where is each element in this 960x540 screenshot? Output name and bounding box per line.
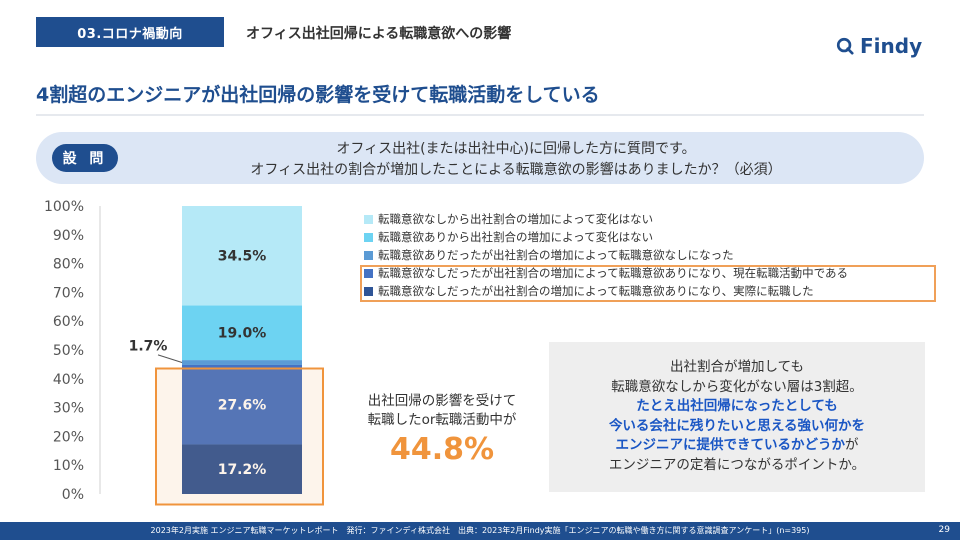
insight-line: 出社割合が増加しても — [670, 359, 804, 375]
y-tick-label: 60% — [53, 314, 84, 330]
highlight-box — [155, 367, 324, 506]
bar-data-label: 17.2% — [218, 462, 267, 478]
y-axis: 0% 10% 20% 30% 40% 50% 60% 70% 80% 90% 100% — [44, 199, 101, 503]
legend-swatch — [364, 269, 373, 278]
page-number: 29 — [938, 525, 950, 535]
section-tag: 03.コロナ禍動向 — [36, 17, 224, 47]
insight-line: エンジニアに提供できているかどうかが — [549, 436, 925, 456]
legend-item: 転職意欲なしだったが出社割合の増加によって転職意欲ありになり、現在転職活動中であ… — [364, 264, 848, 282]
y-tick-label: 30% — [53, 401, 84, 417]
bar-segment — [182, 360, 302, 365]
legend-swatch — [364, 233, 373, 242]
insight-emphasis: エンジニアに提供できているかどうか — [615, 437, 846, 453]
y-tick-label: 80% — [53, 257, 84, 273]
legend-swatch — [364, 251, 373, 260]
callout-value: 44.8% — [389, 432, 495, 467]
bar-data-label: 1.7% — [129, 339, 168, 355]
bar-data-label: 27.6% — [218, 398, 267, 414]
y-tick-label: 0% — [62, 487, 84, 503]
callout-line-1: 出社回帰の影響を受けて — [367, 393, 517, 409]
title-divider — [36, 114, 924, 116]
bar-segment — [182, 305, 302, 361]
leader-line — [157, 354, 183, 364]
insight-box: 出社割合が増加しても 転職意欲なしから変化がない層は3割超。 たとえ出社回帰にな… — [549, 342, 925, 492]
bar-data-label: 19.0% — [218, 326, 267, 342]
y-tick-label: 70% — [53, 285, 84, 301]
legend-label: 転職意欲なしだったが出社割合の増加によって転職意欲ありになり、実際に転職した — [378, 284, 814, 298]
legend-item: 転職意欲ありだったが出社割合の増加によって転職意欲なしになった — [364, 246, 848, 264]
page-title: 4割超のエンジニアが出社回帰の影響を受けて転職活動をしている — [36, 84, 600, 106]
insight-emphasis: たとえ出社回帰になったとしても — [636, 398, 838, 414]
insight-line: エンジニアの定着につながるポイントか。 — [608, 456, 866, 473]
legend-label: 転職意欲なしだったが出社割合の増加によって転職意欲ありになり、現在転職活動中であ… — [378, 266, 848, 280]
insight-suffix: が — [845, 437, 859, 453]
legend-item: 転職意欲なしだったが出社割合の増加によって転職意欲ありになり、実際に転職した — [364, 282, 848, 300]
y-tick-label: 20% — [53, 429, 84, 445]
y-tick-label: 100% — [44, 199, 84, 215]
question-banner: 設 問 オフィス出社(または出社中心)に回帰した方に質問です。 オフィス出社の割… — [36, 132, 924, 184]
y-tick-label: 10% — [53, 458, 84, 474]
legend-label: 転職意欲ありから出社割合の増加によって変化はない — [378, 230, 654, 244]
question-badge: 設 問 — [52, 144, 118, 172]
footer-bar: 2023年2月実施 エンジニア転職マーケットレポート 発行：ファインディ株式会社… — [0, 522, 960, 540]
question-line-1: オフィス出社(または出社中心)に回帰した方に質問です。 — [336, 141, 696, 157]
legend-label: 転職意欲なしから出社割合の増加によって変化はない — [378, 212, 654, 226]
question-line-2: オフィス出社の割合が増加したことによる転職意欲の影響はありましたか？（必須） — [250, 162, 782, 178]
insight-line: 転職意欲なしから変化がない層は3割超。 — [611, 378, 863, 395]
legend-label: 転職意欲ありだったが出社割合の増加によって転職意欲なしになった — [378, 248, 734, 262]
result-callout: 出社回帰の影響を受けて 転職したor転職活動中が 44.8% — [352, 392, 532, 468]
legend-swatch — [364, 215, 373, 224]
section-subtitle: オフィス出社回帰による転職意欲への影響 — [246, 26, 512, 42]
stacked-bar-chart: 0% 10% 20% 30% 40% 50% 60% 70% 80% 90% 100% 17.2% 2… — [44, 199, 324, 506]
y-tick-label: 90% — [53, 228, 84, 244]
findy-logo-icon — [836, 37, 854, 55]
footer-source: 2023年2月実施 エンジニア転職マーケットレポート 発行：ファインディ株式会社… — [150, 526, 810, 535]
callout-line-2: 転職したor転職活動中が — [367, 412, 517, 428]
bar-labels: 17.2% 27.6% 1.7% 19.0% 34.5% — [129, 249, 267, 479]
logo-text: Findy — [860, 34, 923, 58]
legend-item: 転職意欲なしから出社割合の増加によって変化はない — [364, 210, 848, 228]
bar-segment — [182, 206, 302, 306]
insight-emphasis: 今いる会社に残りたいと思える強い何かを — [608, 417, 866, 434]
bar-data-label: 34.5% — [218, 249, 267, 265]
bar-segment — [182, 364, 302, 445]
bar-stack — [182, 206, 302, 494]
y-tick-label: 40% — [53, 372, 84, 388]
brand-logo: Findy — [836, 34, 922, 58]
y-tick-label: 50% — [53, 343, 84, 359]
chart-legend: 転職意欲なしから出社割合の増加によって変化はない 転職意欲ありから出社割合の増加… — [364, 210, 848, 300]
bar-segment — [182, 444, 302, 494]
legend-swatch — [364, 287, 373, 296]
legend-item: 転職意欲ありから出社割合の増加によって変化はない — [364, 228, 848, 246]
